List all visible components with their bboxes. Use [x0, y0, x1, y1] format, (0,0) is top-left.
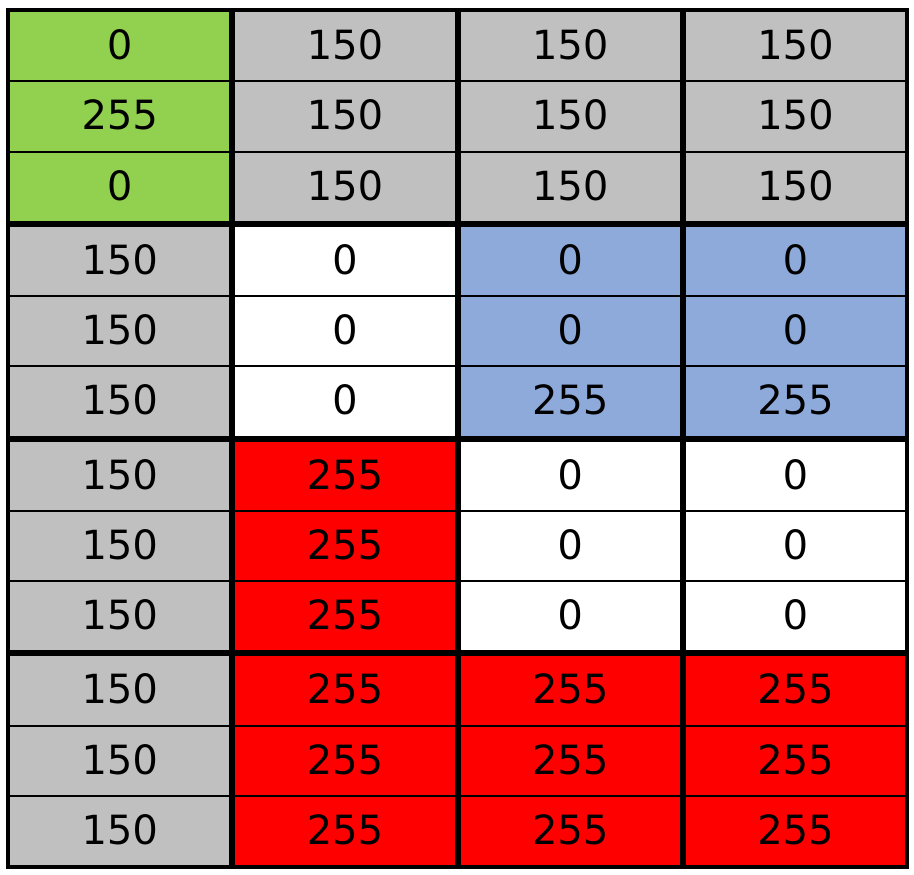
channel-value-cell: 255 [460, 796, 680, 865]
pixel-block: 0 0 0 [685, 441, 905, 651]
pixel-block: 255 255 255 [460, 656, 680, 865]
pixel-block: 0 0 0 [235, 226, 455, 436]
channel-value-cell: 255 [685, 726, 905, 795]
pixel-block: 150 150 150 [10, 656, 230, 865]
channel-value-cell: 150 [10, 226, 230, 295]
channel-value-cell: 255 [685, 367, 905, 436]
channel-value-cell: 0 [10, 12, 230, 81]
channel-value-cell: 150 [10, 297, 230, 366]
channel-value-cell: 255 [235, 511, 455, 580]
pixel-block: 255 255 255 [235, 656, 455, 865]
channel-value-cell: 0 [460, 297, 680, 366]
channel-value-cell: 255 [10, 82, 230, 151]
channel-value-cell: 255 [685, 656, 905, 725]
channel-value-cell: 0 [235, 367, 455, 436]
pixel-value-grid: 0 255 0 150 150 150 150 150 150 150 150 … [6, 8, 909, 869]
channel-value-cell: 255 [460, 726, 680, 795]
channel-value-cell: 150 [460, 12, 680, 81]
pixel-block: 0 0 255 [460, 226, 680, 436]
channel-value-cell: 0 [235, 226, 455, 295]
pixel-block: 255 255 255 [685, 656, 905, 865]
channel-value-cell: 150 [460, 82, 680, 151]
channel-value-cell: 255 [685, 796, 905, 865]
pixel-block: 0 0 0 [460, 441, 680, 651]
channel-value-cell: 0 [685, 511, 905, 580]
channel-value-cell: 150 [10, 367, 230, 436]
pixel-block: 150 150 150 [685, 12, 905, 221]
channel-value-cell: 150 [10, 796, 230, 865]
channel-value-cell: 255 [235, 726, 455, 795]
channel-value-cell: 255 [460, 367, 680, 436]
pixel-block: 150 150 150 [460, 12, 680, 221]
pixel-block: 255 255 255 [235, 441, 455, 651]
channel-value-cell: 150 [685, 152, 905, 221]
pixel-block: 0 0 255 [685, 226, 905, 436]
channel-value-cell: 150 [10, 441, 230, 510]
channel-value-cell: 0 [685, 226, 905, 295]
channel-value-cell: 150 [460, 152, 680, 221]
channel-value-cell: 255 [235, 796, 455, 865]
channel-value-cell: 150 [685, 82, 905, 151]
channel-value-cell: 150 [10, 582, 230, 651]
channel-value-cell: 255 [235, 582, 455, 651]
pixel-block: 0 255 0 [10, 12, 230, 221]
channel-value-cell: 150 [685, 12, 905, 81]
channel-value-cell: 0 [10, 152, 230, 221]
channel-value-cell: 0 [685, 582, 905, 651]
pixel-block: 150 150 150 [235, 12, 455, 221]
channel-value-cell: 0 [460, 582, 680, 651]
channel-value-cell: 150 [235, 12, 455, 81]
channel-value-cell: 0 [460, 441, 680, 510]
channel-value-cell: 0 [685, 441, 905, 510]
channel-value-cell: 0 [685, 297, 905, 366]
pixel-block: 150 150 150 [10, 226, 230, 436]
channel-value-cell: 150 [10, 511, 230, 580]
channel-value-cell: 0 [460, 226, 680, 295]
channel-value-cell: 150 [10, 726, 230, 795]
channel-value-cell: 0 [235, 297, 455, 366]
channel-value-cell: 0 [460, 511, 680, 580]
channel-value-cell: 255 [460, 656, 680, 725]
channel-value-cell: 255 [235, 656, 455, 725]
pixel-block: 150 150 150 [10, 441, 230, 651]
channel-value-cell: 150 [10, 656, 230, 725]
channel-value-cell: 150 [235, 152, 455, 221]
channel-value-cell: 150 [235, 82, 455, 151]
channel-value-cell: 255 [235, 441, 455, 510]
